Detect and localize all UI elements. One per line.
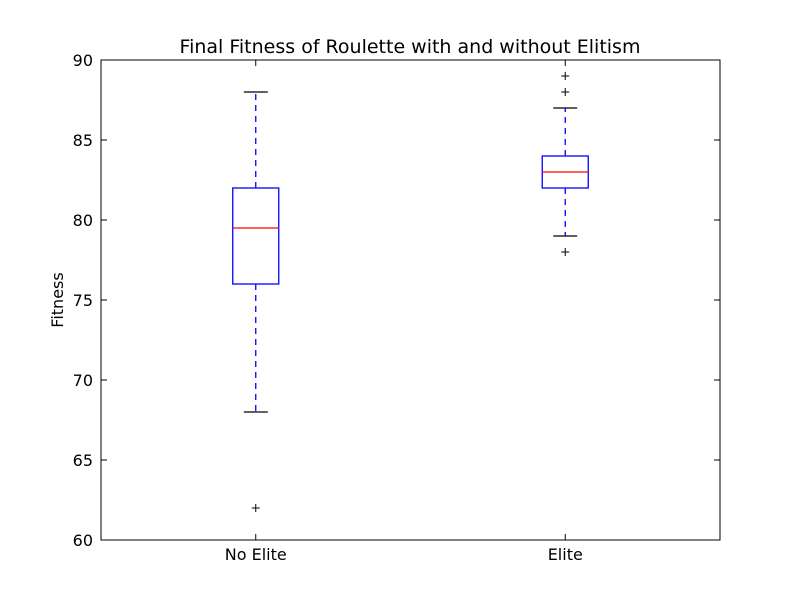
axes-frame [100,59,721,541]
y-axis-label: Fitness [48,272,67,327]
outlier-marker [561,248,570,256]
y-tick-label: 80 [73,211,93,230]
y-tick-label: 65 [73,451,93,470]
plot-area: 60 65 70 75 80 85 90 No Elite Elite [73,51,720,564]
chart-title: Final Fitness of Roulette with and witho… [180,36,641,58]
y-tick-label: 85 [73,131,93,150]
y-tick-label: 60 [73,531,93,550]
outlier-marker [561,72,570,80]
outlier-marker [561,88,570,96]
outlier-marker [251,504,260,512]
y-tick-label: 75 [73,291,93,310]
y-tick-label: 90 [73,51,93,70]
y-tick-label: 70 [73,371,93,390]
x-tick-label: Elite [548,545,583,564]
x-tick-label: No Elite [225,545,287,564]
iqr-box [232,187,280,285]
